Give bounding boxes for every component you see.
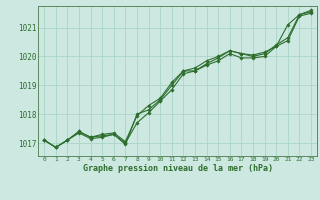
X-axis label: Graphe pression niveau de la mer (hPa): Graphe pression niveau de la mer (hPa) <box>83 164 273 173</box>
